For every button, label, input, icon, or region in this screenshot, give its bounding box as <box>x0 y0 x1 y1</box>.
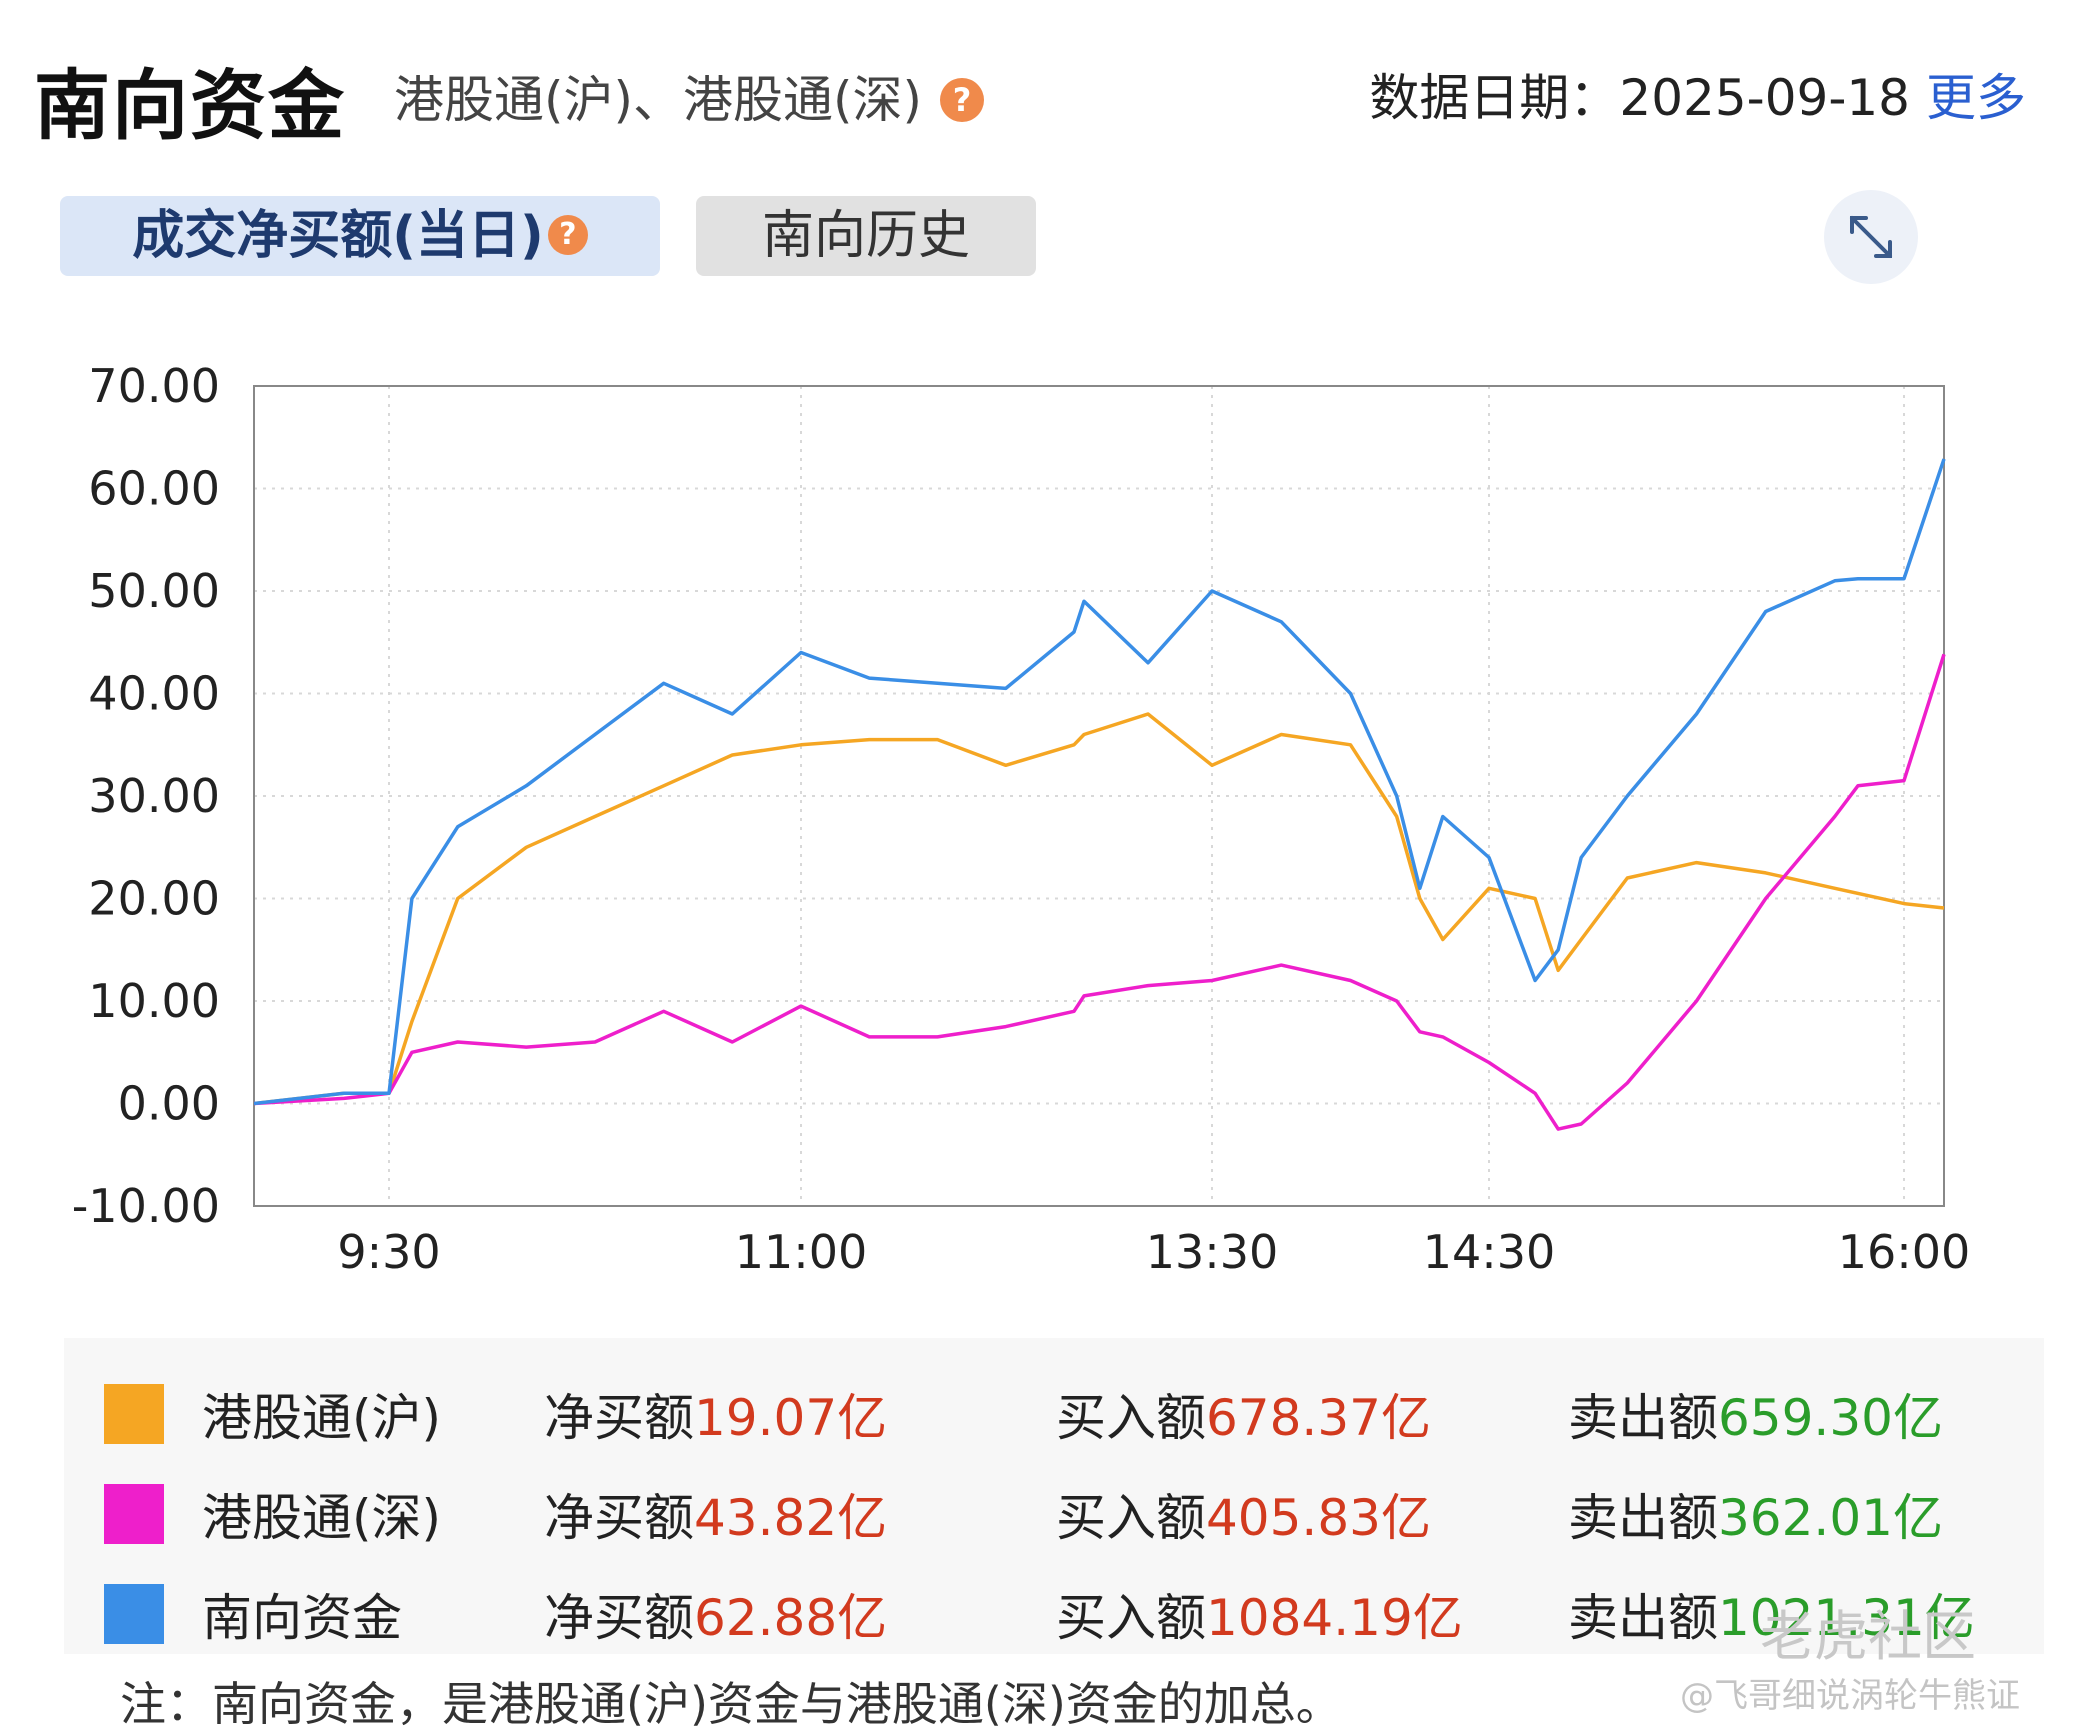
x-tick-label: 14:30 <box>1423 1225 1556 1279</box>
metric-label: 买入额 <box>1056 1589 1206 1647</box>
y-tick-label: 40.00 <box>88 667 220 721</box>
y-tick-label: 60.00 <box>88 462 220 516</box>
expand-button[interactable] <box>1824 190 1918 284</box>
legend-series-name: 港股通(深) <box>202 1489 442 1547</box>
more-link[interactable]: 更多 <box>1926 69 2026 127</box>
plot-area-frame <box>253 385 1945 1207</box>
net-buy-line-chart: 70.00 60.00 50.00 40.00 30.00 20.00 10.00 0.00 -… <box>72 359 1971 1279</box>
chart-series-lines <box>253 458 1946 1131</box>
question-circle-icon[interactable]: ? <box>547 215 588 255</box>
watermark-brand: 老虎社区 <box>1760 1605 1976 1668</box>
question-circle-icon[interactable]: ? <box>940 77 985 122</box>
x-tick-label: 11:00 <box>735 1225 868 1279</box>
buy-metric: 买入额678.37亿 <box>1056 1378 1431 1450</box>
buy-metric: 买入额405.83亿 <box>1056 1478 1431 1550</box>
sell-metric: 卖出额1021.31亿 <box>1568 1578 1975 1650</box>
metric-label: 净买额 <box>544 1489 694 1547</box>
x-tick-label: 9:30 <box>337 1225 440 1279</box>
metric-value: 659.30亿 <box>1718 1389 1943 1447</box>
metric-value: 678.37亿 <box>1206 1389 1431 1447</box>
legend-swatch-hu <box>104 1384 164 1444</box>
buy-metric: 买入额1084.19亿 <box>1056 1578 1463 1650</box>
legend-swatch-shen <box>104 1484 164 1544</box>
data-date-label: 数据日期：2025-09-18 <box>1369 69 1910 127</box>
metric-value: 405.83亿 <box>1206 1489 1431 1547</box>
series-line-1 <box>253 653 1946 1131</box>
legend-row-total: 南向资金 净买额62.88亿 买入额1084.19亿 卖出额1021.31亿 <box>64 1558 2044 1658</box>
net-buy-metric: 净买额19.07亿 <box>544 1378 887 1450</box>
header: 南向资金 港股通(沪)、港股通(深)? 数据日期：2025-09-18 更多 <box>34 40 2044 150</box>
y-tick-label: 10.00 <box>88 974 220 1028</box>
y-tick-label: 30.00 <box>88 769 220 823</box>
metric-label: 净买额 <box>544 1589 694 1647</box>
metric-value: 62.88亿 <box>694 1589 888 1647</box>
y-tick-label: 70.00 <box>88 359 220 413</box>
x-tick-label: 16:00 <box>1838 1225 1971 1279</box>
metric-value: 19.07亿 <box>694 1389 888 1447</box>
legend-row-shen: 港股通(深) 净买额43.82亿 买入额405.83亿 卖出额362.01亿 <box>64 1458 2044 1558</box>
footnote: 注：南向资金，是港股通(沪)资金与港股通(深)资金的加总。 <box>120 1677 1342 1731</box>
legend-panel: 港股通(沪) 净买额19.07亿 买入额678.37亿 卖出额659.30亿 港… <box>64 1338 2044 1654</box>
data-date: 数据日期：2025-09-18 更多 <box>1369 58 2026 130</box>
metric-value: 1021.31亿 <box>1718 1589 1975 1647</box>
series-line-0 <box>253 712 1945 1106</box>
subtitle-text: 港股通(沪)、港股通(深) <box>394 71 923 129</box>
page-subtitle: 港股通(沪)、港股通(深)? <box>394 60 985 132</box>
metric-value: 43.82亿 <box>694 1489 888 1547</box>
watermark-author: @飞哥细说涡轮牛熊证 <box>1680 1676 2020 1716</box>
metric-label: 卖出额 <box>1568 1489 1718 1547</box>
y-tick-label: 50.00 <box>88 564 220 618</box>
expand-arrows-icon <box>1850 216 1892 258</box>
legend-row-hu: 港股通(沪) 净买额19.07亿 买入额678.37亿 卖出额659.30亿 <box>64 1358 2044 1458</box>
tab-southbound-history[interactable]: 南向历史 <box>696 196 1036 276</box>
tab-net-buy-today-label: 成交净买额(当日) <box>132 206 544 266</box>
y-axis-ticks: 70.00 60.00 50.00 40.00 30.00 20.00 10.00 0.00 -… <box>72 359 220 1233</box>
metric-value: 362.01亿 <box>1718 1489 1943 1547</box>
metric-label: 卖出额 <box>1568 1589 1718 1647</box>
legend-series-name: 南向资金 <box>202 1589 402 1647</box>
tab-southbound-history-label: 南向历史 <box>761 206 970 266</box>
net-buy-metric: 净买额43.82亿 <box>544 1478 887 1550</box>
net-buy-metric: 净买额62.88亿 <box>544 1578 887 1650</box>
y-tick-label: 20.00 <box>88 872 220 926</box>
metric-value: 1084.19亿 <box>1206 1589 1463 1647</box>
metric-label: 买入额 <box>1056 1389 1206 1447</box>
tab-net-buy-today[interactable]: 成交净买额(当日)? <box>60 196 660 276</box>
x-tick-label: 13:30 <box>1146 1225 1279 1279</box>
legend-series-name: 港股通(沪) <box>202 1389 442 1447</box>
metric-label: 买入额 <box>1056 1489 1206 1547</box>
sell-metric: 卖出额659.30亿 <box>1568 1378 1943 1450</box>
series-line-2 <box>253 458 1946 1106</box>
legend-swatch-total <box>104 1584 164 1644</box>
x-axis-ticks: 9:30 11:00 13:30 14:30 16:00 <box>337 1225 1970 1279</box>
metric-label: 卖出额 <box>1568 1389 1718 1447</box>
y-tick-label: -10.00 <box>72 1179 220 1233</box>
y-tick-label: 0.00 <box>118 1077 220 1131</box>
page-title: 南向资金 <box>34 61 346 150</box>
sell-metric: 卖出额362.01亿 <box>1568 1478 1943 1550</box>
metric-label: 净买额 <box>544 1389 694 1447</box>
